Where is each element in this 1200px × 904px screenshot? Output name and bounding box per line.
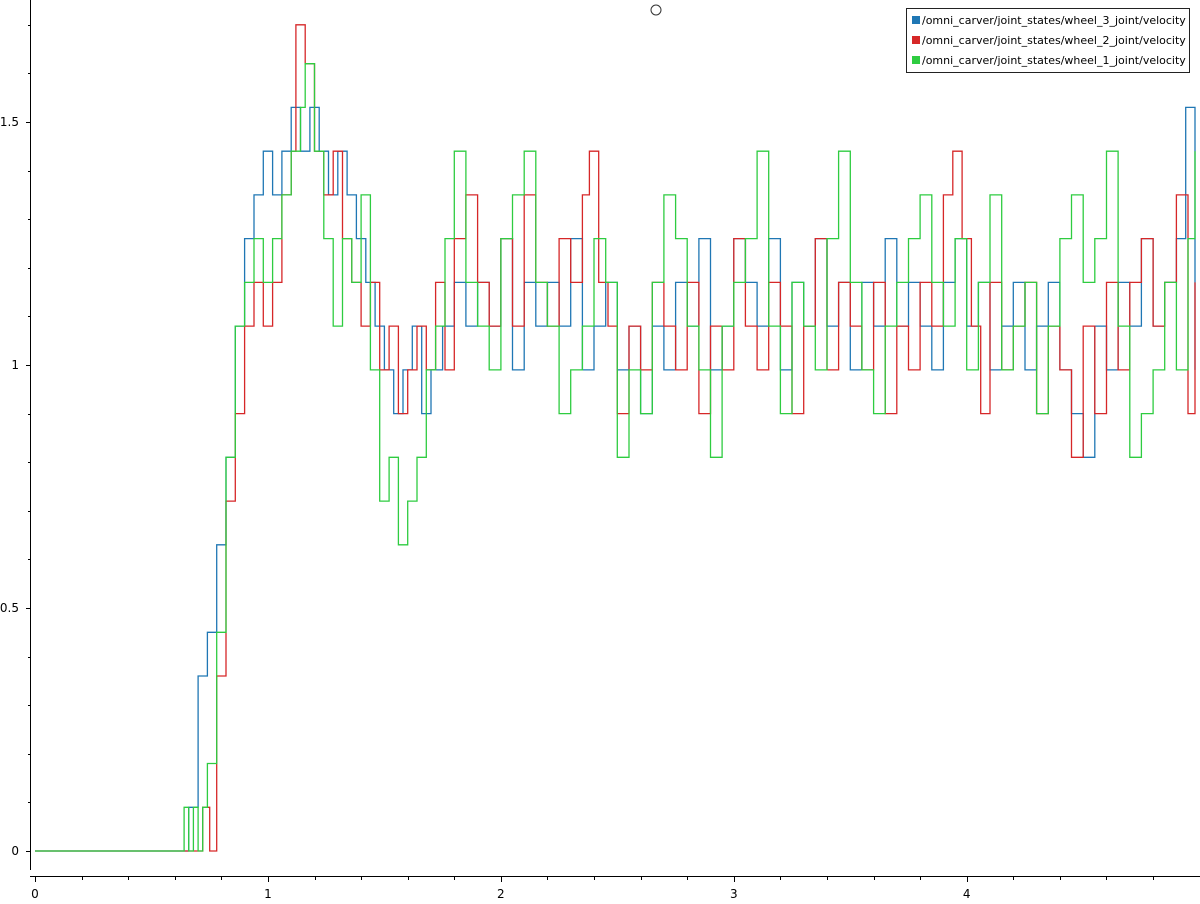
- legend-swatch: [912, 56, 920, 64]
- x-tick-label: 3: [730, 887, 738, 900]
- y-tick-label: 0.5: [0, 601, 19, 615]
- legend-entry: /omni_carver/joint_states/wheel_3_joint/…: [922, 14, 1186, 27]
- series-line-1: [35, 106, 1196, 852]
- series-line-2: [35, 24, 1196, 852]
- x-tick-label: 1: [264, 887, 272, 900]
- legend-entry: /omni_carver/joint_states/wheel_1_joint/…: [922, 54, 1186, 67]
- legend[interactable]: /omni_carver/joint_states/wheel_3_joint/…: [906, 8, 1190, 73]
- y-tick-label: 0: [11, 844, 19, 858]
- legend-box: [906, 8, 1190, 73]
- legend-swatch: [912, 36, 920, 44]
- plot-handle-icon[interactable]: [650, 4, 662, 16]
- y-tick-label: 1: [11, 358, 19, 372]
- series-lines: [35, 24, 1196, 852]
- x-tick-label: 2: [497, 887, 505, 900]
- series-line-3: [35, 63, 1196, 852]
- legend-entry: /omni_carver/joint_states/wheel_2_joint/…: [922, 34, 1186, 47]
- legend-swatch: [912, 16, 920, 24]
- y-tick-label: 1.5: [0, 115, 19, 129]
- x-tick-label: 0: [31, 887, 39, 900]
- x-tick-label: 4: [963, 887, 971, 900]
